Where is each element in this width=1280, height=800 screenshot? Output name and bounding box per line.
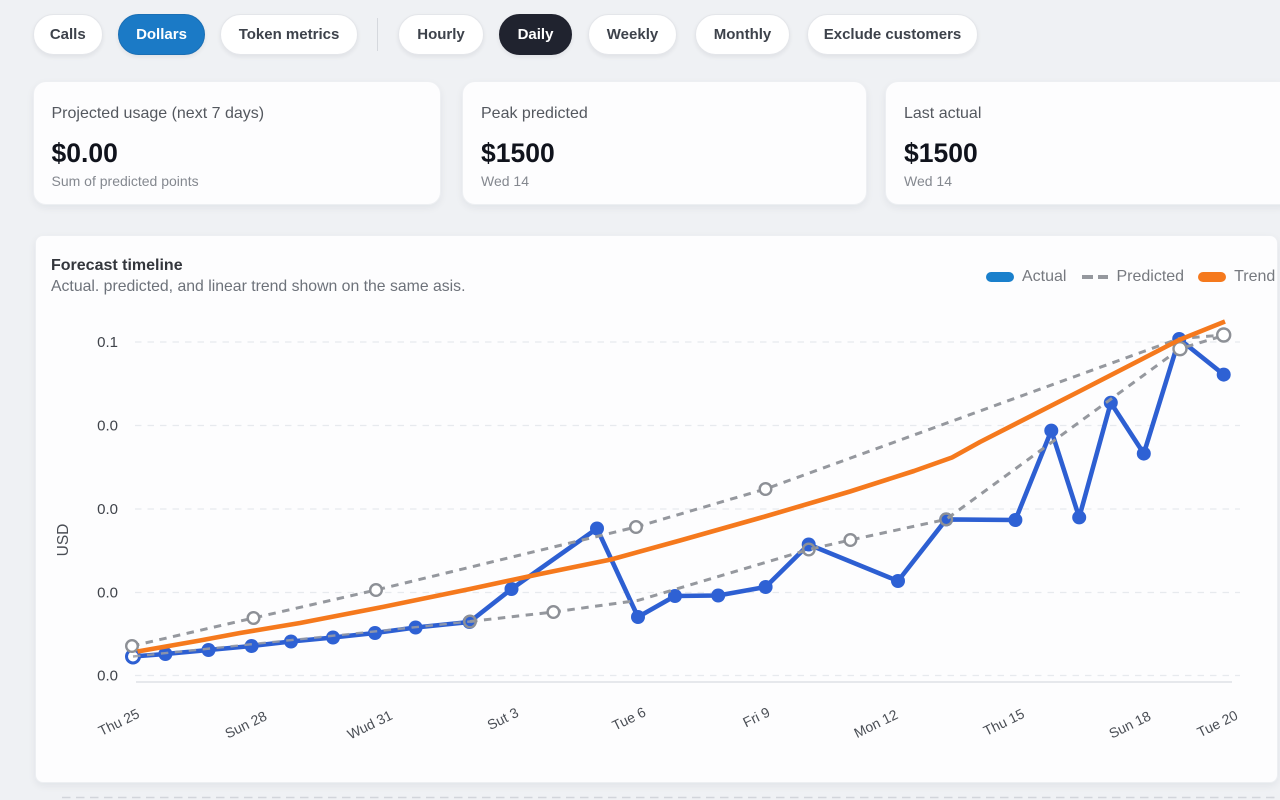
svg-text:Tue 20: Tue 20 [1194, 707, 1240, 740]
svg-text:Thu 25: Thu 25 [96, 705, 142, 739]
svg-text:Fri 9: Fri 9 [740, 704, 772, 731]
svg-text:0.0: 0.0 [97, 501, 118, 518]
svg-text:Sut 3: Sut 3 [485, 704, 522, 733]
svg-text:Sun 18: Sun 18 [1106, 708, 1153, 742]
svg-text:0.0: 0.0 [97, 585, 118, 602]
svg-text:Thu 15: Thu 15 [981, 705, 1027, 739]
svg-text:0.1: 0.1 [97, 334, 118, 351]
svg-text:Mon 12: Mon 12 [851, 706, 900, 741]
svg-text:Wud 31: Wud 31 [345, 707, 395, 743]
svg-text:Tue 6: Tue 6 [609, 704, 648, 734]
svg-text:0.0: 0.0 [97, 418, 118, 435]
svg-text:USD: USD [55, 524, 72, 557]
svg-text:0.0: 0.0 [97, 668, 118, 685]
svg-text:Sun 28: Sun 28 [222, 708, 269, 742]
